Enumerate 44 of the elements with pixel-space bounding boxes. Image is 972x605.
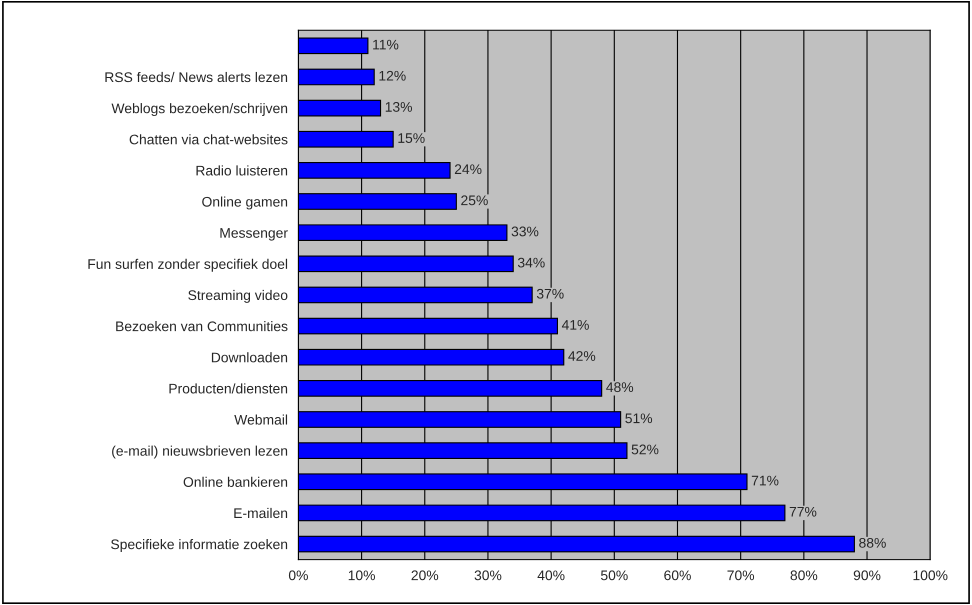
data-label: 13% [386,102,412,112]
data-label: 41% [562,320,589,330]
data-label: 77% [790,506,816,517]
y-tick-label: (e-mail) nieuwsbrieven lezen [112,446,288,459]
y-tick-label: Chatten via chat-websites [130,134,288,144]
data-label: 33% [512,226,538,236]
y-tick-label: Messenger [220,228,288,241]
data-label: 11% [373,40,398,50]
y-tick-label: Bezoeken van Communities [116,321,288,332]
y-tick-label: Specifieke informatie zoeken [111,539,288,552]
data-label: 51% [625,413,652,424]
y-tick-label: Radio luisteren [196,165,288,176]
y-tick-label: RSS feeds/ News alerts lezen [105,72,288,82]
y-tick-label: Webmail [234,414,288,425]
y-tick-label: Streaming video [188,290,288,303]
data-label: 71% [752,476,778,486]
x-tick-label: 20% [412,570,438,580]
y-tick-label: Fun surfen zonder specifiek doel [88,258,288,272]
x-tick-label: 70% [727,570,754,580]
x-tick-label: 10% [348,570,375,580]
x-tick-label: 50% [600,570,628,580]
data-label: 88% [859,538,886,548]
x-tick-label: 60% [664,570,691,580]
data-label: 25% [461,195,488,206]
data-label: 48% [606,382,634,392]
x-tick-label: 80% [790,570,818,580]
x-tick-label: 30% [474,570,502,580]
y-tick-label: Weblogs bezoeken/schrijven [112,103,288,116]
x-tick-label: 40% [538,570,565,580]
y-tick-label: Online bankieren [184,476,288,487]
x-tick-label: 0% [288,570,308,580]
x-tick-label: 100% [914,570,948,580]
data-label: 37% [536,288,564,299]
data-label: 34% [518,258,545,268]
y-tick-label: Downloaden [212,352,288,362]
data-label: 12% [379,70,406,81]
data-label: 24% [454,164,482,174]
y-tick-label: E-mailen [234,508,288,518]
y-tick-label: Online gamen [202,196,288,210]
data-label: 52% [632,444,658,454]
y-tick-label: Producten/diensten [169,383,288,394]
data-label: 42% [568,351,596,361]
x-tick-label: 90% [854,570,880,580]
data-label: 15% [398,133,425,143]
